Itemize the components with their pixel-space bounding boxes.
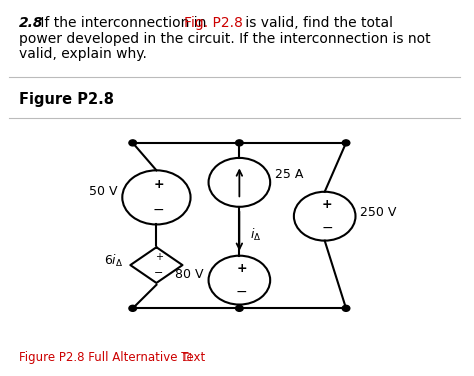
Circle shape: [129, 140, 137, 146]
Text: +: +: [322, 199, 332, 211]
Circle shape: [129, 305, 137, 311]
Text: −: −: [236, 284, 247, 299]
Circle shape: [236, 305, 243, 311]
Circle shape: [342, 305, 350, 311]
Text: power developed in the circuit. If the interconnection is not: power developed in the circuit. If the i…: [19, 32, 430, 45]
Text: 25 A: 25 A: [275, 168, 303, 181]
Text: $6i_\Delta$: $6i_\Delta$: [104, 253, 123, 269]
Text: +: +: [237, 262, 247, 275]
Circle shape: [342, 140, 350, 146]
Text: 250 V: 250 V: [360, 206, 397, 219]
Text: 80 V: 80 V: [175, 268, 204, 281]
Text: Fig. P2.8: Fig. P2.8: [184, 16, 243, 30]
Text: −: −: [153, 203, 164, 217]
Text: Figure P2.8: Figure P2.8: [19, 92, 114, 107]
Text: ☐: ☐: [181, 353, 191, 363]
Text: +: +: [155, 252, 163, 262]
Text: $i_\Delta$: $i_\Delta$: [250, 227, 261, 243]
Text: −: −: [321, 220, 333, 235]
Text: is valid, find the total: is valid, find the total: [241, 16, 393, 30]
Text: −: −: [154, 268, 164, 278]
Text: Figure P2.8 Full Alternative Text: Figure P2.8 Full Alternative Text: [19, 352, 205, 364]
Text: 50 V: 50 V: [89, 185, 118, 198]
Circle shape: [236, 140, 243, 146]
Text: If the interconnection in: If the interconnection in: [36, 16, 210, 30]
Text: valid, explain why.: valid, explain why.: [19, 47, 147, 61]
Text: 2.8: 2.8: [19, 16, 44, 30]
Text: +: +: [154, 179, 164, 191]
